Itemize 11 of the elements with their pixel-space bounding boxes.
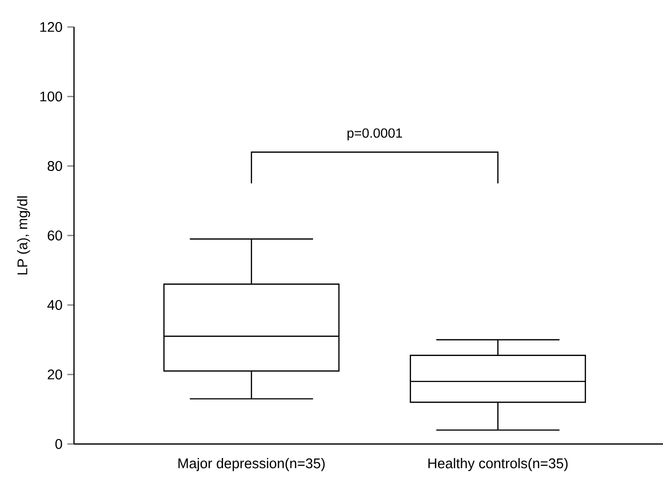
- y-tick-label: 80: [48, 161, 62, 171]
- y-tick-label: 0: [55, 439, 62, 449]
- x-tick-label: Healthy controls(n=35): [428, 458, 568, 472]
- y-tick-label: 120: [40, 22, 62, 32]
- annotation: p=0.0001: [348, 128, 402, 140]
- x-tick-label: Major depression(n=35): [178, 458, 325, 472]
- y-axis-title: LP (a), mg/dl: [17, 196, 30, 274]
- y-tick-label: 40: [47, 300, 62, 310]
- y-tick-label: 60: [48, 230, 62, 240]
- y-tick-label: 100: [40, 92, 62, 102]
- y-tick-label: 20: [48, 370, 62, 380]
